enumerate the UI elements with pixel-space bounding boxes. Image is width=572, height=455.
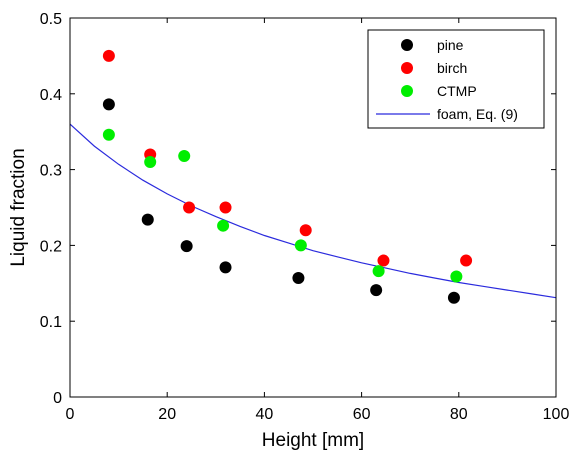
data-point-pine [219,261,232,274]
x-tick-label: 60 [353,406,371,423]
data-point-ctmp [217,219,230,232]
data-point-pine [447,291,460,304]
x-tick-label: 100 [543,406,570,423]
data-point-ctmp [372,265,385,278]
y-tick-label: 0.3 [40,163,62,180]
legend-label-pine: pine [437,37,464,53]
x-tick-label: 80 [450,406,468,423]
data-point-birch [377,254,390,267]
legend-marker-birch [401,62,413,74]
data-point-birch [219,201,232,214]
y-tick-label: 0 [53,390,62,407]
data-point-birch [460,254,473,267]
y-tick-label: 0.5 [40,11,62,28]
data-point-pine [292,271,305,284]
x-tick-label: 0 [66,406,75,423]
data-point-ctmp [178,149,191,162]
legend-label-foam: foam, Eq. (9) [437,106,518,122]
y-tick-label: 0.4 [40,87,62,104]
legend-marker-pine [401,39,413,51]
x-tick-label: 40 [256,406,274,423]
tick-layer: 0 20 40 60 80 100 0 0.1 0.2 0.3 0.4 0.5 [40,11,570,423]
data-point-ctmp [294,239,307,252]
legend-marker-ctmp [401,85,413,97]
y-tick-label: 0.2 [40,238,62,255]
x-tick-label: 20 [158,406,176,423]
y-tick-label: 0.1 [40,314,62,331]
data-point-ctmp [144,156,157,169]
legend-label-birch: birch [437,60,467,76]
line-layer [69,123,557,299]
plot-area-frame [69,17,557,398]
data-point-pine [102,98,115,111]
marker-layer [102,49,473,304]
y-axis-title: Liquid fraction [8,148,29,266]
data-point-birch [299,224,312,237]
data-point-birch [183,201,196,214]
data-point-pine [141,213,154,226]
x-axis-title: Height [mm] [262,430,364,451]
data-point-pine [370,284,383,297]
series-line-foam-eq-9 [69,123,557,299]
data-point-ctmp [102,128,115,141]
legend: pine birch CTMP foam, Eq. (9) [367,29,545,129]
data-point-pine [180,240,193,253]
data-point-birch [102,49,115,62]
legend-label-ctmp: CTMP [437,83,477,99]
data-point-ctmp [450,270,463,283]
legend-box [367,29,545,129]
